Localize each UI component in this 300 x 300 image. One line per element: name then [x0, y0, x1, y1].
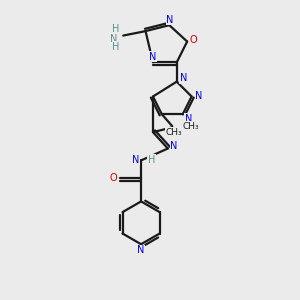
Text: N: N	[170, 141, 178, 151]
Text: N: N	[195, 91, 203, 101]
Text: N: N	[166, 15, 174, 25]
Text: N: N	[185, 114, 192, 124]
Text: CH₃: CH₃	[182, 122, 199, 131]
Text: N: N	[110, 34, 117, 44]
Text: O: O	[190, 35, 197, 45]
Text: N: N	[149, 52, 156, 62]
Text: H: H	[148, 155, 155, 165]
Text: H: H	[112, 24, 119, 34]
Text: N: N	[132, 155, 140, 165]
Text: N: N	[137, 245, 145, 255]
Text: CH₃: CH₃	[166, 128, 182, 137]
Text: H: H	[112, 42, 119, 52]
Text: N: N	[180, 73, 187, 83]
Text: O: O	[110, 172, 118, 183]
